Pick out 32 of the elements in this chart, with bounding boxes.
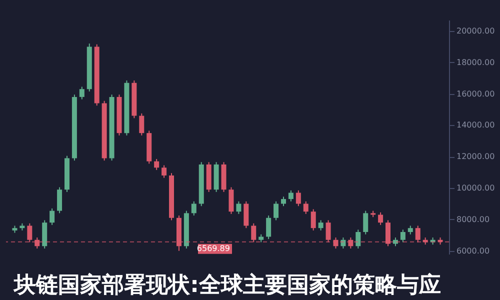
y-tick-label: 8000.00 — [456, 214, 490, 224]
candlestick — [378, 212, 384, 226]
y-tick-label: 18000.00 — [456, 58, 495, 67]
y-tick-label: 12000.00 — [456, 152, 495, 162]
candlestick — [266, 215, 272, 240]
candlestick — [57, 186, 62, 214]
candlestick — [310, 208, 316, 231]
y-tick-label: 6000.00 — [456, 246, 490, 256]
candlestick — [356, 229, 361, 250]
candlestick — [139, 112, 144, 136]
candlestick — [244, 200, 249, 229]
candlestick — [42, 220, 48, 250]
candlestick — [296, 190, 301, 207]
candlestick — [79, 86, 84, 100]
candlestick — [236, 200, 242, 214]
candlestick — [363, 210, 368, 235]
candlestick — [280, 196, 286, 207]
candlestick — [303, 200, 308, 214]
y-tick-label: 10000.00 — [456, 184, 495, 193]
candlestick — [162, 164, 167, 178]
candlestick — [400, 229, 406, 243]
candlestick — [274, 200, 279, 221]
y-tick-label: 14000.00 — [456, 120, 495, 130]
candlestick — [154, 158, 160, 170]
candlestick — [191, 200, 196, 216]
y-tick-label: 16000.00 — [456, 89, 495, 98]
candlestick — [288, 190, 294, 202]
text: 块链国家部署现状:全球主要国家的策略与应 — [13, 272, 441, 298]
candlestick — [50, 208, 55, 226]
candlestick — [318, 220, 324, 231]
candlestick — [228, 186, 234, 214]
y-tick-label: 20000.00 — [456, 26, 495, 36]
